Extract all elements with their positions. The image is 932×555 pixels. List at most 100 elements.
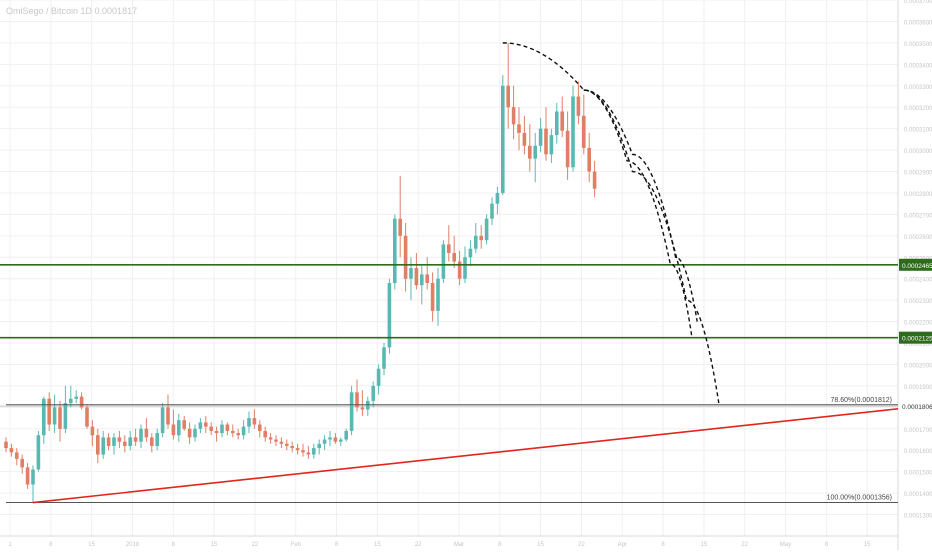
bull-candle [571, 85, 575, 172]
bull-candle [198, 418, 203, 434]
bull-candle [63, 385, 68, 434]
support-level-tag: 0.0002465 [899, 258, 932, 271]
bull-candle [490, 197, 494, 226]
price-tick-label: 0.0003200 [904, 106, 932, 112]
candle-body [490, 203, 494, 219]
bull-candle [484, 214, 489, 245]
bear-candle [447, 225, 451, 262]
bear-candle [231, 424, 235, 438]
candle-body [128, 437, 132, 446]
bull-candle [155, 428, 159, 451]
time-tick-label: Mar [454, 542, 464, 548]
grid-lines [0, 0, 898, 537]
price-tick-label: 0.0003100 [904, 128, 932, 134]
candle-body [301, 450, 305, 453]
fib-level-label: 100.00%(0.0001356) [827, 495, 892, 502]
bear-candle [506, 42, 510, 129]
time-tick-label: 22 [252, 542, 259, 548]
bull-candle [387, 278, 392, 354]
price-tick-label: 0.0002100 [904, 342, 932, 348]
bull-candle [69, 385, 73, 408]
bear-candle [452, 235, 456, 268]
candle-body [484, 218, 489, 241]
support-level-tag-bg [899, 331, 932, 344]
bull-candle [177, 413, 181, 442]
candle-body [220, 424, 224, 434]
time-tick-label: 22 [578, 542, 585, 548]
candle-body [538, 128, 543, 146]
bear-candle [333, 433, 338, 444]
candle-body [166, 407, 170, 425]
candle-body [560, 111, 564, 131]
candle-body [295, 448, 300, 451]
bear-candle [560, 96, 564, 138]
bear-candle [295, 443, 300, 455]
bear-candle [79, 392, 84, 410]
bear-candle [263, 426, 267, 442]
bear-candle [252, 409, 257, 429]
bull-candle [322, 435, 327, 451]
candle-body [268, 437, 273, 440]
candle-body [150, 437, 154, 446]
bull-candle [349, 385, 354, 436]
candle-body [96, 435, 100, 455]
bull-candle [366, 396, 370, 416]
time-tick-label: 15 [211, 542, 218, 548]
support-level-tag-text: 0.0002465 [902, 263, 932, 270]
bull-candle [101, 430, 105, 459]
bear-candle [522, 115, 527, 155]
candle-body [441, 244, 446, 279]
price-tick-label: 0.0003400 [904, 63, 932, 69]
fib-level-label: 78.60%(0.0001812) [831, 397, 893, 404]
price-tick-label: 0.0002800 [904, 192, 932, 198]
candle-body [409, 268, 413, 279]
bear-candle [171, 409, 176, 440]
candle-body [549, 135, 554, 155]
candle-body [425, 274, 429, 284]
bear-candle [479, 225, 483, 249]
current-price-tag-bg [899, 400, 932, 413]
candle-body [430, 283, 435, 311]
bull-candle [339, 437, 343, 446]
candle-body [452, 252, 456, 262]
bear-candle [290, 441, 294, 453]
candle-body [47, 398, 51, 425]
bear-candle [123, 435, 127, 453]
bull-candle [128, 430, 132, 451]
support-level-tag-text: 0.0002125 [902, 336, 932, 343]
price-tick-label: 0.0001500 [904, 471, 932, 477]
candle-body [187, 428, 192, 438]
bear-candle [425, 257, 429, 290]
bull-candle [474, 222, 478, 253]
candle-body [355, 392, 359, 408]
candle-body [517, 124, 521, 133]
candle-body [317, 443, 321, 449]
candle-body [306, 452, 311, 455]
candle-body [382, 347, 386, 369]
candle-body [555, 111, 559, 136]
bear-candle [565, 111, 570, 181]
bear-candle [511, 85, 516, 140]
bull-candle [328, 430, 332, 446]
bear-candle [398, 175, 402, 258]
support-level-tag: 0.0002125 [899, 331, 932, 344]
candle-body [214, 430, 219, 434]
bull-candle [74, 390, 78, 404]
bear-candle [15, 448, 19, 466]
bear-candle [285, 439, 289, 451]
candle-body [263, 430, 267, 438]
candle-body [376, 368, 381, 386]
candle-body [231, 430, 235, 434]
time-tick-label: 22 [741, 542, 748, 548]
time-tick-label: 8 [498, 542, 502, 548]
bear-candle [144, 418, 149, 442]
price-tick-label: 0.0002900 [904, 171, 932, 177]
time-tick-label: 15 [701, 542, 708, 548]
current-price-tag-text: 0.0001806 [902, 404, 932, 411]
time-tick-label: 15 [537, 542, 544, 548]
price-tick-label: 0.0003700 [904, 0, 932, 5]
bear-candle [209, 422, 213, 436]
bear-candle [306, 445, 311, 459]
